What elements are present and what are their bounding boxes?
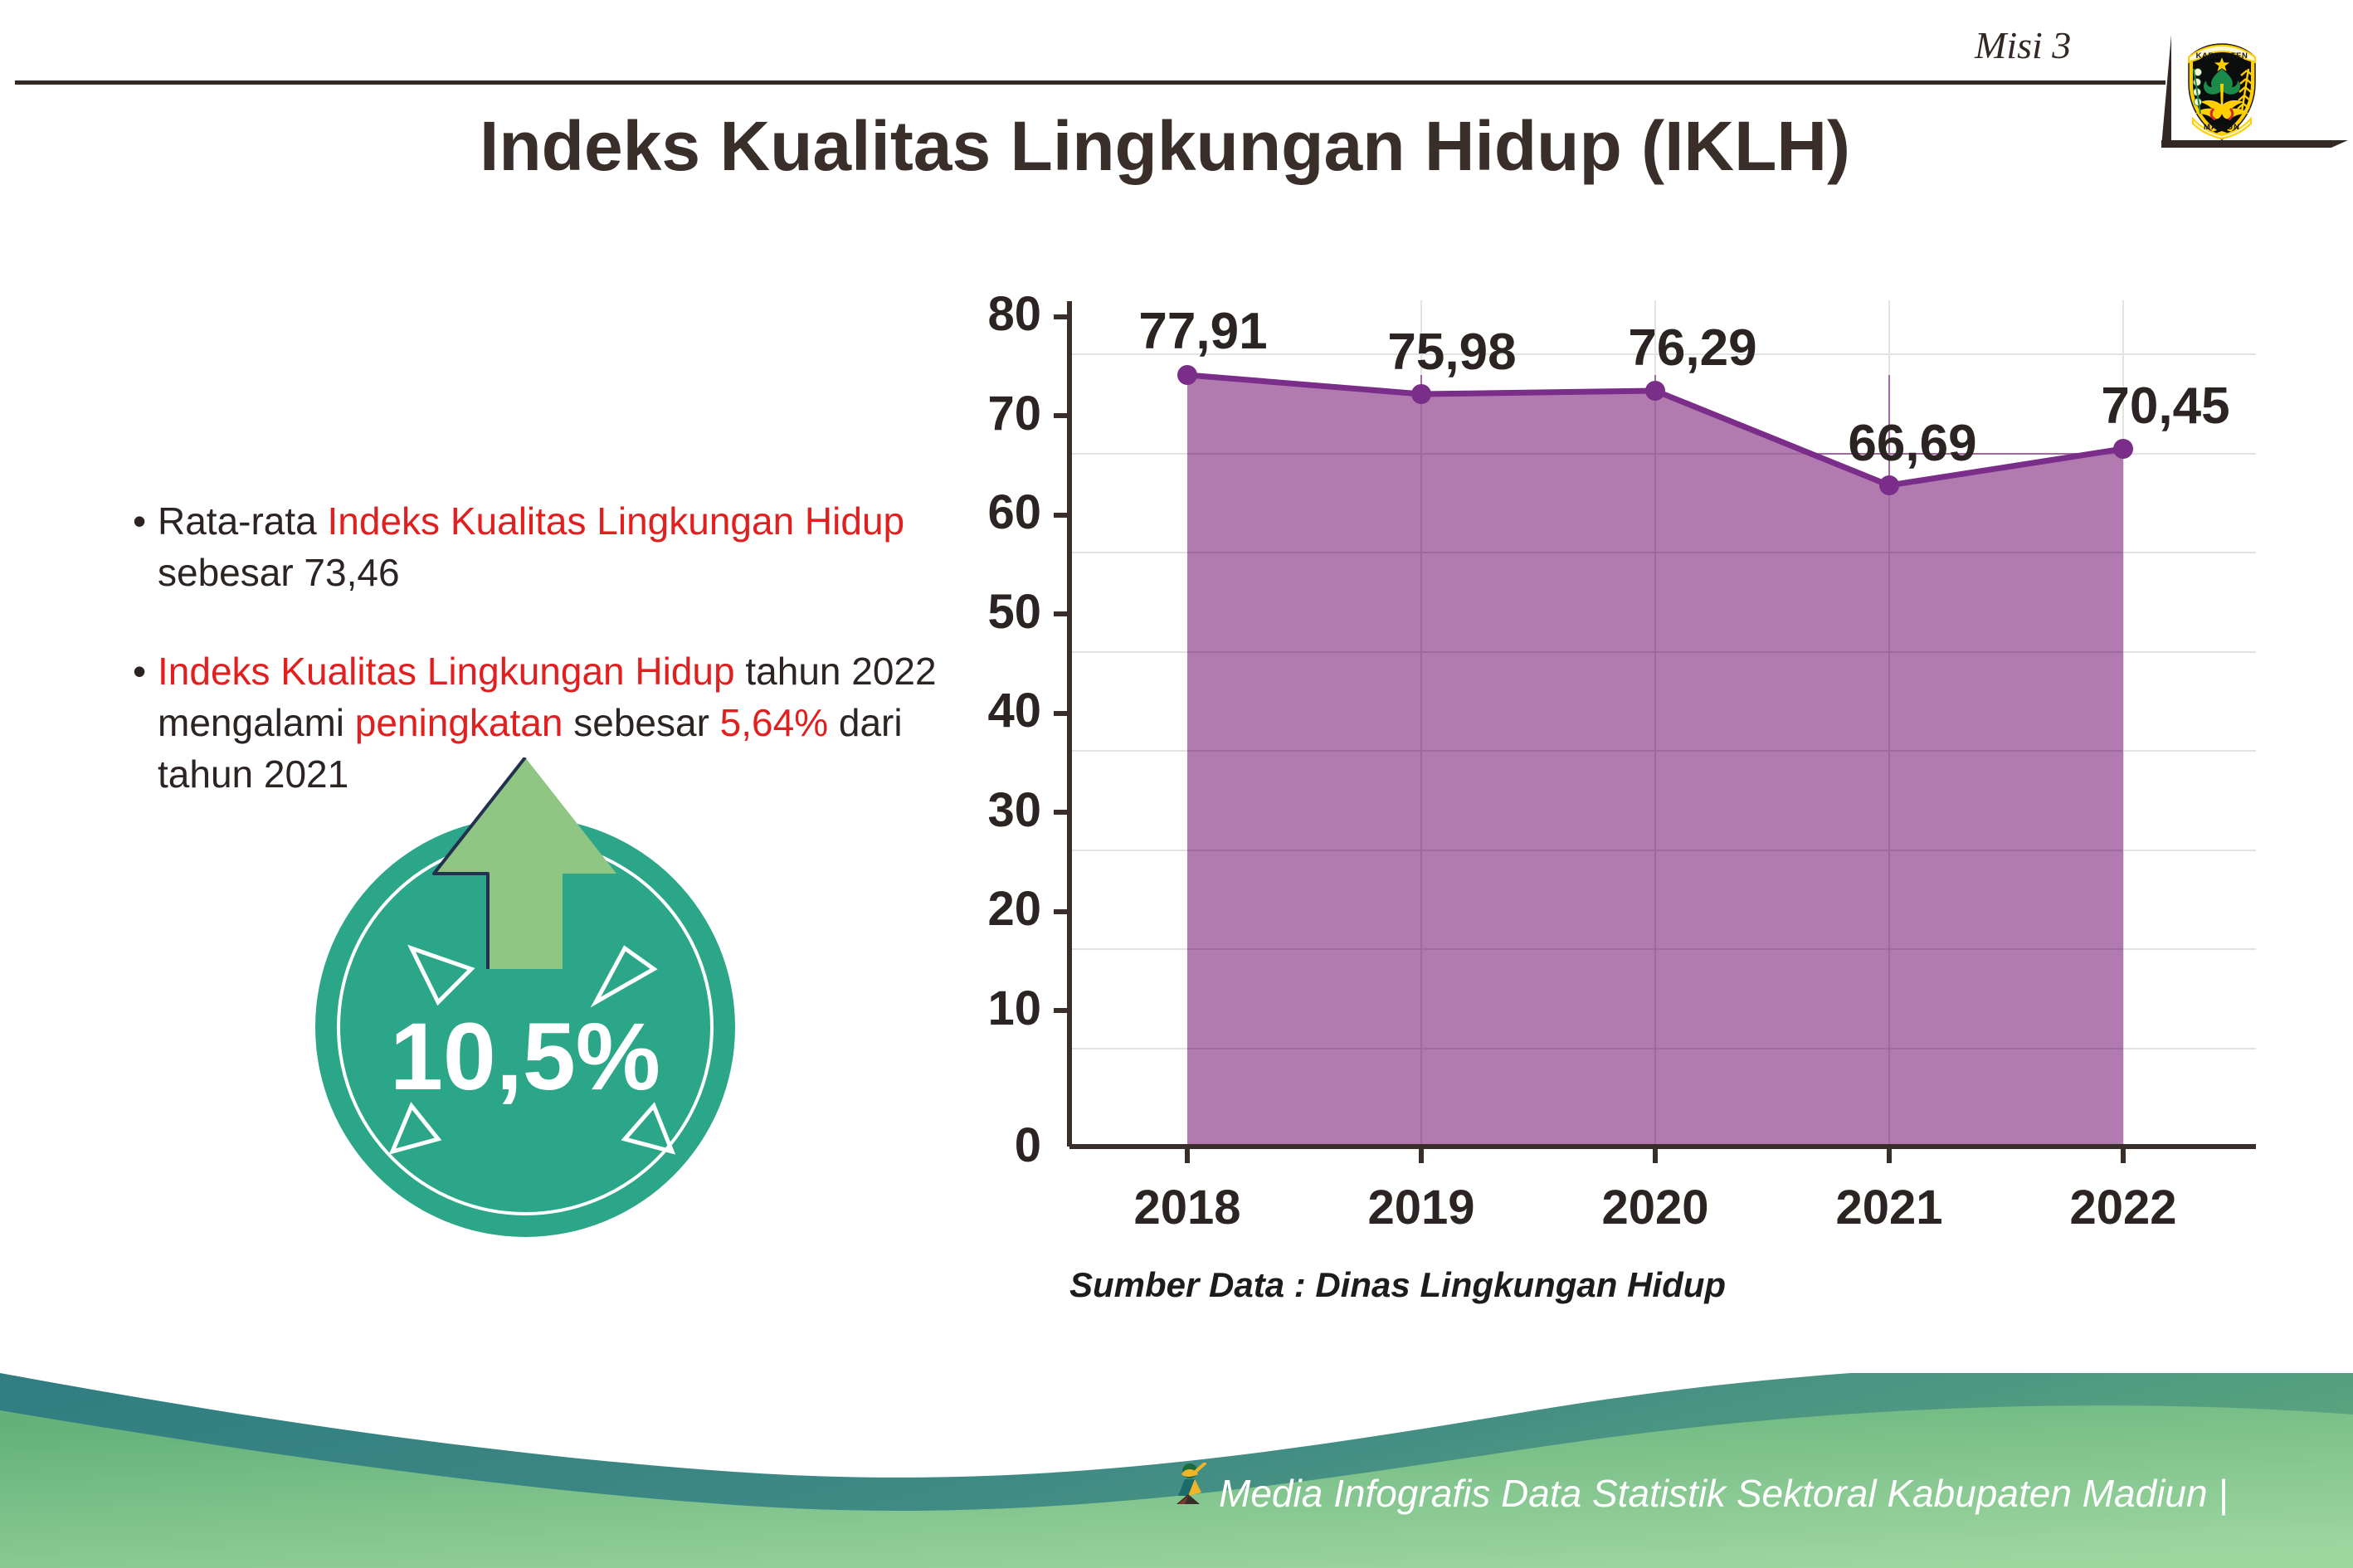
svg-text:2018: 2018 [1133,1181,1240,1234]
svg-text:MADIUN: MADIUN [2204,123,2240,132]
svg-text:10: 10 [987,981,1041,1035]
svg-text:76,29: 76,29 [1628,319,1756,377]
svg-text:66,69: 66,69 [1848,415,1976,472]
svg-text:2019: 2019 [1367,1181,1474,1234]
svg-text:80: 80 [987,290,1041,341]
svg-text:77,91: 77,91 [1138,303,1267,360]
svg-text:2020: 2020 [1601,1181,1708,1234]
svg-text:2021: 2021 [1835,1181,1942,1234]
svg-text:75,98: 75,98 [1387,324,1516,381]
svg-text:0: 0 [1015,1118,1041,1172]
svg-text:70,45: 70,45 [2101,377,2229,435]
svg-text:2022: 2022 [2069,1181,2176,1234]
svg-text:70: 70 [987,387,1041,441]
svg-text:KABUPATEN: KABUPATEN [2196,51,2248,61]
svg-text:10,5%: 10,5% [390,1004,660,1110]
svg-text:20: 20 [987,882,1041,936]
